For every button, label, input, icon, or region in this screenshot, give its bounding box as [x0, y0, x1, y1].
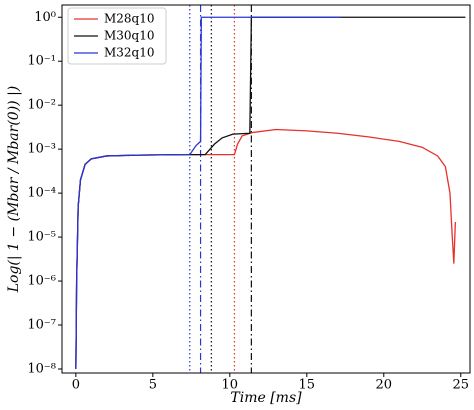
legend-label: M30q10 — [104, 29, 155, 43]
plot-frame — [61, 4, 471, 374]
x-axis-label: Time [ms] — [230, 390, 302, 406]
legend-box — [67, 7, 167, 65]
x-tick-label: 20 — [376, 378, 393, 393]
y-axis-label: Log(| 1 − (Mbar / Mbar(0)) |) — [6, 86, 22, 294]
series-line — [75, 128, 457, 369]
series-line — [75, 16, 466, 369]
x-tick-label: 0 — [72, 378, 80, 393]
legend-label: M28q10 — [104, 12, 155, 26]
x-tick-label: 5 — [149, 378, 157, 393]
y-tick-label: 10⁻¹ — [27, 54, 56, 69]
y-tick-label: 10⁰ — [34, 10, 56, 25]
y-tick-label: 10⁻⁴ — [27, 186, 56, 201]
y-tick-label: 10⁻³ — [27, 142, 56, 157]
series-line — [75, 16, 341, 369]
x-tick-label: 25 — [452, 378, 469, 393]
y-tick-label: 10⁻⁵ — [27, 230, 56, 245]
y-tick-label: 10⁻⁸ — [27, 361, 56, 376]
y-tick-label: 10⁻² — [27, 98, 56, 113]
y-tick-label: 10⁻⁶ — [27, 274, 56, 289]
x-tick-label: 15 — [299, 378, 316, 393]
y-tick-label: 10⁻⁷ — [27, 318, 56, 333]
legend-label: M32q10 — [104, 46, 155, 60]
x-tick-label: 10 — [222, 378, 239, 393]
